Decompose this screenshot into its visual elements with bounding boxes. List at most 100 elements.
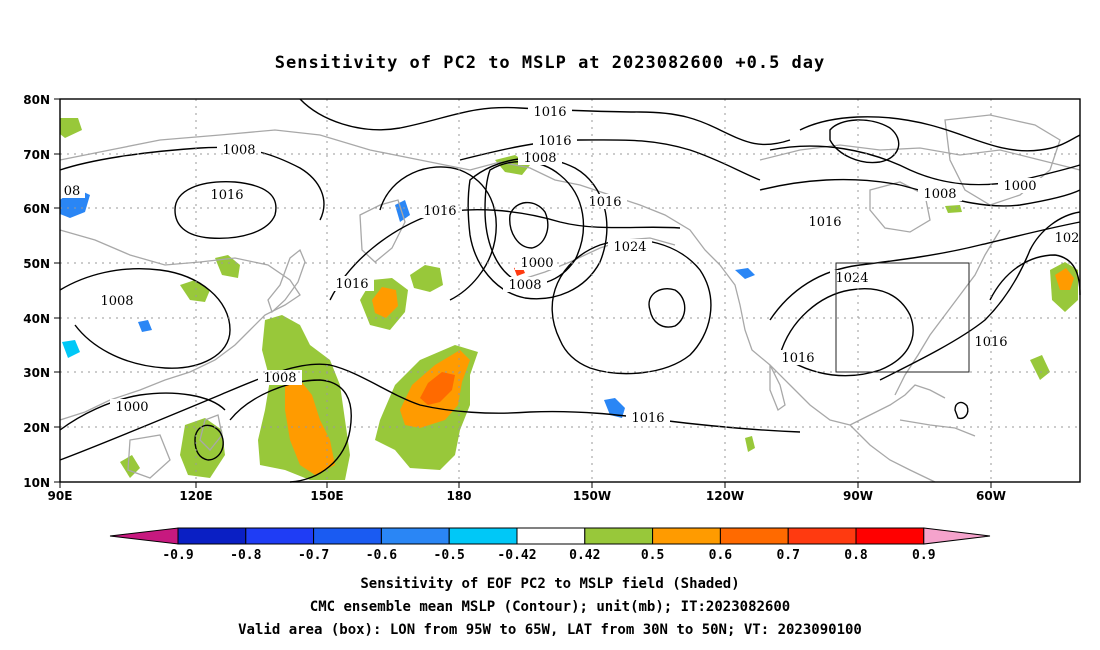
shade-patch-north-pacific-2 (410, 265, 443, 292)
contour-label: 08 (64, 184, 81, 199)
colorbar-label: -0.42 (497, 548, 536, 563)
contour-label: 1000 (1003, 179, 1036, 194)
colorbar-swatch (380, 527, 450, 545)
coast-borneo (127, 434, 171, 479)
colorbar-swatch (516, 527, 586, 545)
coast-asia-north (59, 129, 501, 171)
colorbar-swatch (855, 527, 925, 545)
colorbar-label: 0.6 (709, 548, 733, 563)
contour-1000-greenland (799, 116, 1081, 152)
contour-1008-philippine (229, 379, 352, 483)
contour-low-tropics-2 (954, 401, 969, 420)
graticule (60, 99, 1080, 482)
map-plot: 1016 1016 1008 1008 1016 08 1016 1016 10… (23, 93, 1081, 503)
axis-ticks (54, 98, 992, 488)
colorbar-label: -0.8 (230, 548, 261, 563)
contour-low-pacific-1 (379, 166, 497, 301)
contour-label: 1008 (523, 151, 556, 166)
shade-patch-hawaii-blue (604, 398, 625, 418)
contour-label-group: 1016 1016 1008 1008 1016 08 1016 1016 10… (63, 105, 1080, 426)
contour-992-bering (509, 201, 549, 249)
shade-patch-mexico (745, 436, 755, 452)
coast-na-west (719, 264, 851, 426)
colorbar-label: -0.6 (366, 548, 397, 563)
contour-label: 1016 (210, 188, 243, 203)
colorbar-arrow-low (109, 527, 179, 545)
colorbar-label: -0.9 (162, 548, 193, 563)
caption-line-3: Valid area (box): LON from 95W to 65W, L… (238, 622, 862, 638)
shade-patch-kamchatka-blue (395, 200, 410, 222)
colorbar-swatch (719, 527, 789, 545)
lon-label: 150W (573, 489, 611, 503)
shade-patch-west-pacific-1-core (285, 380, 335, 475)
contour-high-greenland (829, 119, 900, 164)
colorbar-label: -0.7 (298, 548, 329, 563)
contour-label: 1016 (808, 215, 841, 230)
shade-patch-arctic (60, 118, 82, 138)
coast-philippines (199, 414, 223, 451)
shade-patch-greenland (945, 205, 962, 213)
shade-patch-central-pacific-max (420, 372, 455, 405)
colorbar-swatch (652, 527, 721, 545)
coast-kamchatka (359, 199, 406, 263)
coast-alaska-south (519, 237, 676, 281)
caption-line-1: Sensitivity of EOF PC2 to MSLP field (Sh… (360, 576, 739, 592)
shade-patch-west-pacific-3 (215, 255, 240, 278)
lon-label: 90E (48, 489, 73, 503)
contour-1016-east (879, 211, 1081, 381)
lat-label: 60N (23, 202, 50, 216)
contour-label: 1008 (508, 278, 541, 293)
contour-label: 1016 (538, 134, 571, 149)
lat-label: 70N (23, 148, 50, 162)
lat-label: 40N (23, 312, 50, 326)
colorbar-swatch (313, 527, 382, 545)
contour-label: 1016 (974, 335, 1007, 350)
lon-label: 120W (706, 489, 744, 503)
coast-na-north (759, 144, 1081, 171)
contour-1000-asia (59, 392, 226, 431)
map-title: Sensitivity of PC2 to MSLP at 2023082600… (275, 53, 826, 73)
lon-label: 60W (976, 489, 1006, 503)
coast-central-am (849, 424, 936, 483)
contour-1016-ne-pacific (329, 209, 681, 301)
shade-patch-atlantic-1-core (1055, 268, 1074, 290)
contour-1008-canada (769, 145, 1081, 186)
colorbar-swatch (177, 527, 247, 545)
valid-area-box (835, 262, 970, 373)
contour-label: 1016 (533, 105, 566, 120)
colorbar-label: 0.8 (844, 548, 868, 563)
lat-label: 50N (23, 257, 50, 271)
lon-label: 180 (446, 489, 471, 503)
lat-axis-labels: 80N 70N 60N 50N 40N 30N 20N 10N (23, 93, 50, 490)
contour-1008-asia (59, 268, 231, 369)
lon-label: 150E (310, 489, 343, 503)
colorbar-label: 0.7 (776, 548, 799, 563)
colorbar-label: 0.42 (569, 548, 600, 563)
contour-label: 1000 (115, 400, 148, 415)
colorbar-swatch (584, 527, 654, 545)
coast-japan (267, 248, 306, 314)
contour-label: 1024 (835, 271, 868, 286)
shade-patch-ne-pacific-blue (735, 268, 755, 279)
contour-label: 1008 (263, 371, 296, 386)
coast-hudson (869, 181, 931, 233)
contour-1016-arctic-2 (459, 139, 761, 181)
shade-patch-east-asia-blue3 (138, 320, 152, 332)
coast-gulf (849, 384, 946, 426)
shade-patch-atlantic-2 (1030, 355, 1050, 380)
shade-patch-east-asia-blue2 (62, 340, 80, 358)
lat-label: 80N (23, 93, 50, 107)
coast-na-east (894, 229, 1001, 396)
contour-label: 1016 (631, 411, 664, 426)
contour-label: 1016 (335, 277, 368, 292)
contour-label: 1008 (222, 143, 255, 158)
colorbar-swatch (448, 527, 518, 545)
contour-label: 1008 (100, 294, 133, 309)
lon-axis-labels: 90E 120E 150E 180 150W 120W 90W 60W (48, 489, 1006, 503)
colorbar-swatch (787, 527, 857, 545)
coast-baja (769, 364, 786, 412)
contour-1032-high (648, 288, 686, 328)
contour-label: 1016 (588, 195, 621, 210)
shade-patch-north-pacific-1-core (372, 287, 398, 318)
